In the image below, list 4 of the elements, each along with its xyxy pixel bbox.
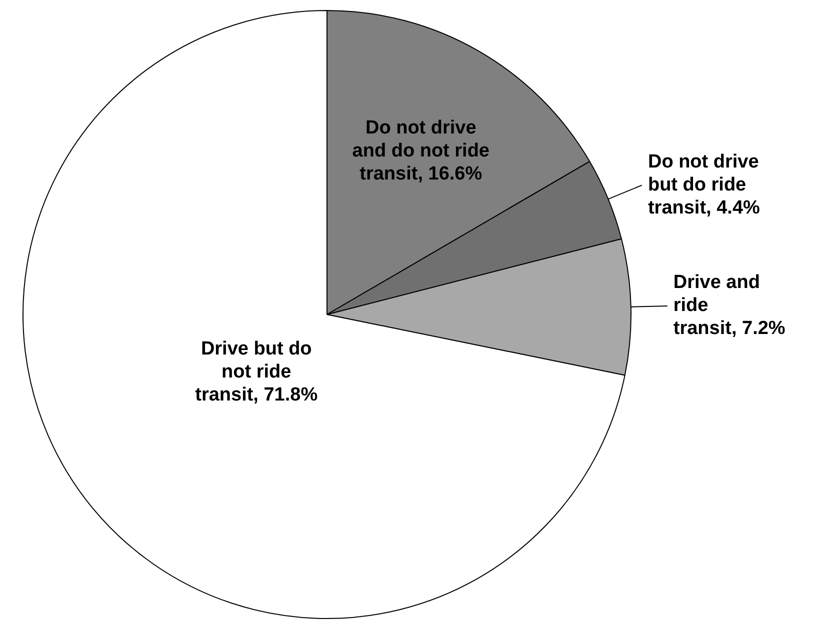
slice-label: Do not drive but do ride transit, 4.4% — [648, 151, 760, 218]
slice-label: Do not drive and do not ride transit, 16.6% — [352, 117, 490, 184]
slice-label: Drive and ride transit, 7.2% — [673, 272, 786, 340]
slice-label: Drive but do not ride transit, 71.8% — [195, 338, 318, 406]
